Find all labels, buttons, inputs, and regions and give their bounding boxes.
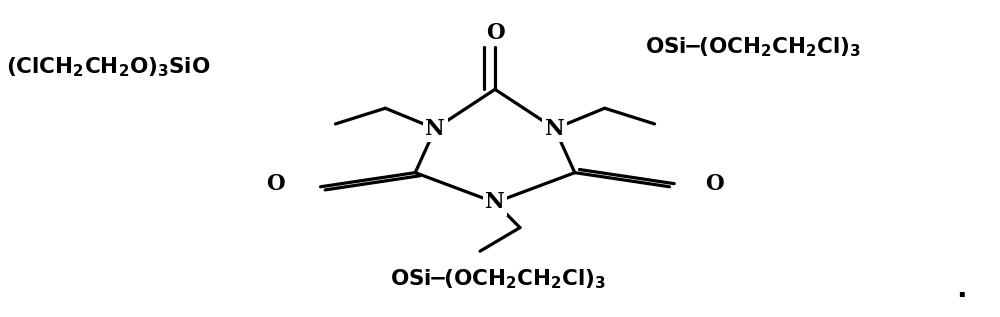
Text: N: N bbox=[545, 118, 565, 140]
Text: .: . bbox=[956, 275, 967, 303]
Text: N: N bbox=[485, 191, 505, 213]
Text: N: N bbox=[425, 118, 445, 140]
Text: $\mathbf{OSi\!\!-\!\!(OCH_2CH_2Cl)_3}$: $\mathbf{OSi\!\!-\!\!(OCH_2CH_2Cl)_3}$ bbox=[645, 35, 861, 59]
Text: O: O bbox=[705, 173, 724, 195]
Text: $\mathbf{(ClCH_2CH_2O)_3SiO}$: $\mathbf{(ClCH_2CH_2O)_3SiO}$ bbox=[6, 55, 211, 79]
Text: $\mathbf{OSi\!\!-\!\!(OCH_2CH_2Cl)_3}$: $\mathbf{OSi\!\!-\!\!(OCH_2CH_2Cl)_3}$ bbox=[390, 268, 607, 291]
Text: O: O bbox=[486, 22, 504, 44]
Text: O: O bbox=[266, 173, 285, 195]
